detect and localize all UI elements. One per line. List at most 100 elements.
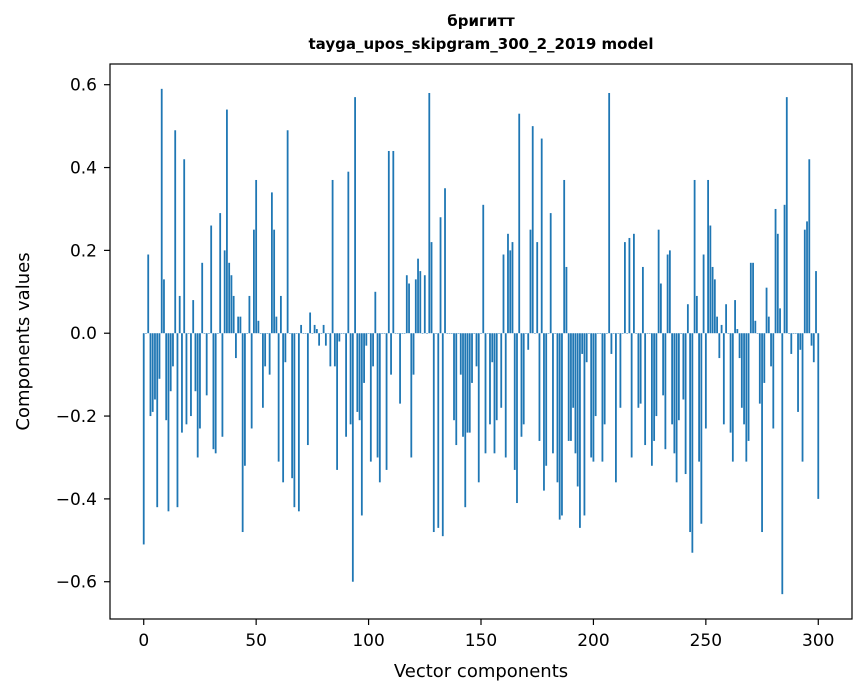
bar xyxy=(295,333,298,334)
bar xyxy=(682,333,685,400)
bar xyxy=(235,333,237,359)
bar xyxy=(266,333,269,334)
bar xyxy=(369,333,372,462)
bar xyxy=(680,333,683,334)
bars-group xyxy=(142,88,820,595)
bar xyxy=(239,316,242,334)
bar xyxy=(367,333,370,334)
bar xyxy=(257,320,260,334)
bar xyxy=(419,271,422,334)
bar xyxy=(502,254,505,334)
bar xyxy=(534,333,536,334)
bar xyxy=(306,333,309,446)
bar xyxy=(774,208,777,334)
bar xyxy=(475,333,478,367)
bar xyxy=(511,242,514,334)
bar xyxy=(689,333,692,533)
bar xyxy=(327,333,329,334)
y-tick-label: −0.6 xyxy=(56,573,97,593)
bar xyxy=(727,333,730,334)
bar xyxy=(365,333,368,346)
bar xyxy=(736,329,739,334)
bar xyxy=(288,333,291,334)
bar xyxy=(677,333,680,421)
bar xyxy=(491,333,494,363)
bar xyxy=(291,333,294,479)
bar xyxy=(779,308,781,334)
bar xyxy=(615,333,617,483)
bar xyxy=(718,333,721,359)
bar xyxy=(700,333,703,524)
bar xyxy=(597,333,599,334)
bar xyxy=(806,221,808,334)
bar xyxy=(525,333,527,334)
bar xyxy=(639,333,642,404)
bar xyxy=(358,333,361,421)
bar xyxy=(603,333,606,425)
bar xyxy=(356,333,359,412)
bar xyxy=(799,333,802,350)
bar xyxy=(471,333,473,383)
bar xyxy=(743,333,745,425)
bar xyxy=(250,333,253,429)
bar xyxy=(448,333,451,334)
bar xyxy=(633,233,635,334)
bar xyxy=(421,333,424,334)
bar xyxy=(376,333,379,458)
bar xyxy=(650,333,653,466)
bar xyxy=(297,333,300,512)
bar xyxy=(646,333,649,334)
bar xyxy=(273,229,276,334)
bar xyxy=(574,333,577,454)
bar xyxy=(482,204,485,334)
bar xyxy=(322,324,325,334)
bar xyxy=(556,333,559,483)
bar xyxy=(520,333,523,437)
bar xyxy=(531,126,534,334)
bar xyxy=(284,333,287,363)
bar xyxy=(432,333,435,533)
bar xyxy=(504,333,507,458)
bar xyxy=(725,304,727,334)
bar xyxy=(444,188,446,334)
bar xyxy=(309,312,312,334)
bar xyxy=(374,291,377,334)
bar xyxy=(644,333,647,446)
bar xyxy=(354,97,356,334)
x-tick-label: 200 xyxy=(577,631,609,651)
x-tick-label: 150 xyxy=(465,631,497,651)
bar xyxy=(709,225,712,334)
bar xyxy=(518,113,521,334)
bar xyxy=(619,333,622,408)
bar xyxy=(536,242,539,334)
bar xyxy=(405,275,408,334)
bar xyxy=(612,333,615,334)
bar xyxy=(160,88,163,334)
bar xyxy=(154,333,156,400)
bar xyxy=(333,333,336,367)
bar xyxy=(749,262,752,334)
bar xyxy=(579,333,581,528)
bar xyxy=(513,333,516,470)
bar xyxy=(347,171,350,334)
bar xyxy=(302,333,305,334)
bar xyxy=(635,333,638,334)
bar xyxy=(621,333,624,334)
bar xyxy=(414,279,417,334)
x-tick-label: 250 xyxy=(690,631,722,651)
bar xyxy=(662,333,665,396)
bar xyxy=(648,333,651,334)
bar xyxy=(554,333,557,334)
bar xyxy=(473,333,476,334)
bar xyxy=(196,333,199,458)
bar xyxy=(815,271,817,334)
bar xyxy=(752,262,754,334)
bar xyxy=(599,333,602,334)
bar xyxy=(576,333,579,487)
bar xyxy=(423,275,426,334)
bar xyxy=(228,262,231,334)
bar xyxy=(437,333,440,528)
bar xyxy=(176,333,179,508)
bar xyxy=(588,333,590,334)
